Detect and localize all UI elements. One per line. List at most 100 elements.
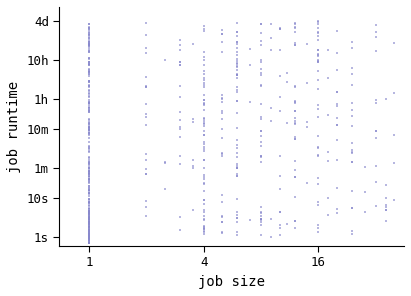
Point [201,57,207,62]
Point [85,89,92,94]
Point [85,132,92,137]
Point [85,169,92,173]
Point [85,62,92,66]
Point [201,63,207,68]
Point [201,85,207,89]
Point [334,123,340,127]
Point [219,151,226,156]
Point [315,223,322,228]
Point [85,43,92,47]
Point [276,223,283,228]
Point [349,124,355,129]
Point [85,224,92,229]
Point [315,134,322,139]
Point [234,59,240,64]
Point [372,179,379,184]
Point [85,222,92,227]
Point [85,179,92,184]
Point [201,226,207,231]
Point [291,99,298,104]
Point [85,187,92,192]
Point [201,175,207,179]
Point [85,191,92,195]
Point [85,219,92,224]
Point [219,200,226,205]
Point [284,222,291,226]
Point [85,42,92,47]
Point [219,213,226,218]
Point [85,155,92,160]
Point [291,25,298,30]
Point [143,152,150,157]
Point [85,127,92,132]
Point [201,120,207,125]
Point [201,227,207,232]
Point [85,233,92,238]
Point [276,232,283,237]
Point [143,45,150,50]
Point [258,213,264,218]
Point [349,205,355,210]
Point [85,158,92,163]
Point [85,227,92,231]
Point [85,233,92,238]
Point [85,101,92,105]
Point [85,216,92,221]
Point [234,138,240,143]
Point [162,187,168,192]
Point [234,230,240,235]
Point [325,158,332,163]
Point [85,131,92,136]
Point [143,21,150,26]
Point [85,46,92,51]
Point [315,59,322,64]
Point [85,83,92,87]
Point [143,112,150,117]
Point [258,70,264,75]
Point [372,128,379,133]
Point [219,136,226,141]
Point [201,165,207,170]
Point [258,217,264,222]
Point [85,62,92,67]
Point [85,238,92,243]
Point [201,75,207,80]
Point [258,154,264,159]
Point [177,162,183,167]
Point [276,154,283,159]
Point [85,61,92,66]
Point [85,31,92,36]
Point [85,108,92,113]
Point [258,159,264,164]
Point [85,59,92,64]
Point [315,57,322,62]
Point [201,218,207,223]
Point [315,54,322,59]
Point [85,187,92,192]
Point [201,230,207,234]
Point [201,225,207,230]
Point [85,236,92,240]
Point [201,225,207,230]
Point [85,125,92,130]
Point [268,35,274,40]
Point [85,211,92,216]
Point [85,231,92,236]
Point [85,165,92,170]
Point [85,206,92,211]
Point [291,168,298,173]
Point [85,72,92,77]
Point [85,56,92,61]
Point [143,102,150,107]
Point [201,97,207,102]
Point [276,109,283,114]
Point [372,164,379,169]
Point [219,96,226,101]
Point [382,196,389,200]
Point [85,215,92,219]
Point [85,217,92,221]
Point [258,82,264,87]
Point [85,221,92,226]
Point [362,164,368,169]
Point [85,39,92,44]
